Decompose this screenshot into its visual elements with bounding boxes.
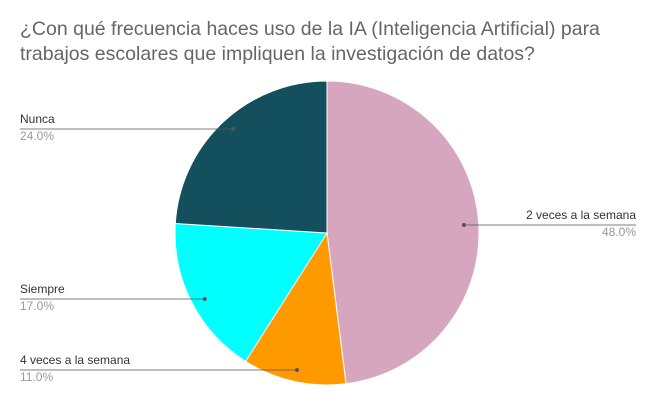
pie-slice-3 [174,222,328,363]
pie-slice-1 [326,80,480,385]
leader-dot-3 [202,297,207,301]
chart-title-line-2: trabajos escolares que impliquen la inve… [20,43,535,65]
slice-label-4: Nunca [20,112,55,126]
leader-dot-4 [231,127,236,131]
leader-dot-1 [461,223,466,227]
slice-percent-2: 11.0% [20,370,53,384]
slice-percent-4: 24.0% [20,129,54,143]
pie-slice-4 [174,80,328,234]
slice-label-2: 4 veces a la semana [20,353,130,367]
slice-label-1: 2 veces a la semana [526,208,636,222]
chart-title-line-1: ¿Con qué frecuencia haces uso de la IA (… [20,18,600,40]
leader-dot-2 [295,368,300,372]
chart-title: ¿Con qué frecuencia haces uso de la IA (… [20,17,640,67]
slice-percent-1: 48.0% [602,225,636,239]
slice-label-3: Siempre [20,282,65,296]
slice-percent-3: 17.0% [20,299,54,313]
pie-slice-2 [244,231,347,386]
